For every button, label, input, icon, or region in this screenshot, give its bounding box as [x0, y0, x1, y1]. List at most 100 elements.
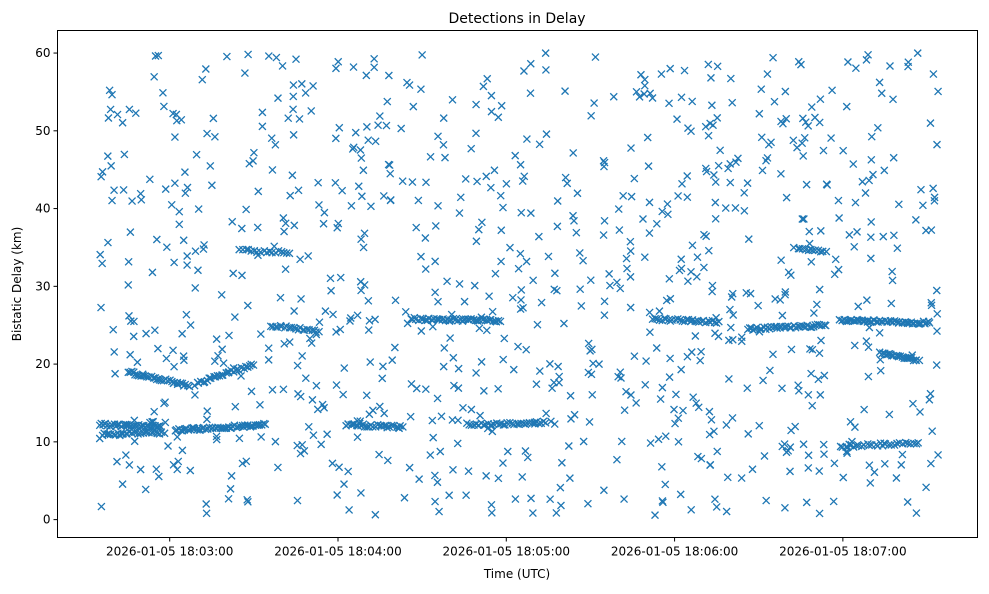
data-point	[254, 251, 262, 260]
data-point	[212, 435, 221, 444]
data-point	[934, 450, 943, 459]
data-point	[929, 184, 938, 193]
data-point	[655, 307, 664, 316]
data-point	[829, 497, 838, 506]
data-point	[763, 70, 772, 78]
data-point	[441, 153, 449, 162]
data-point	[106, 105, 115, 114]
data-point	[485, 292, 494, 301]
data-point	[561, 87, 570, 96]
data-point	[347, 201, 356, 210]
data-point	[928, 427, 937, 436]
data-point	[192, 150, 201, 159]
data-point	[867, 155, 876, 164]
data-point	[125, 105, 134, 114]
data-point	[349, 63, 358, 71]
data-point	[152, 235, 161, 244]
data-point	[579, 256, 588, 265]
x-axis: 2026-01-05 18:03:00 2026-01-05 18:04:00 20…	[106, 537, 907, 559]
data-point	[815, 467, 824, 476]
data-point	[167, 200, 176, 209]
data-point	[391, 296, 400, 305]
data-point	[808, 246, 817, 255]
data-point	[115, 431, 124, 440]
data-point	[219, 359, 228, 368]
data-point	[487, 500, 496, 509]
data-point	[777, 256, 786, 265]
data-point	[462, 491, 471, 500]
data-point	[716, 146, 725, 155]
data-point	[759, 376, 768, 385]
data-point	[642, 357, 651, 366]
data-point	[671, 419, 680, 428]
data-point	[331, 134, 340, 143]
data-point	[454, 384, 463, 393]
data-point	[362, 71, 371, 80]
data-point	[202, 509, 211, 518]
data-point	[688, 241, 697, 250]
data-point	[514, 342, 522, 351]
data-point	[416, 85, 425, 94]
data-point	[401, 307, 410, 316]
data-point	[789, 136, 798, 145]
data-point	[532, 380, 541, 389]
data-point	[152, 375, 161, 384]
data-point	[487, 508, 496, 517]
data-point	[626, 247, 635, 256]
data-point	[365, 316, 374, 325]
data-point	[674, 414, 683, 423]
data-point	[737, 474, 746, 483]
data-point	[473, 177, 482, 186]
data-point	[927, 298, 936, 307]
data-point	[755, 109, 764, 118]
data-point	[327, 286, 336, 295]
data-point	[289, 130, 298, 139]
data-point	[655, 316, 664, 325]
data-point	[780, 440, 789, 449]
data-point	[804, 451, 813, 460]
data-point	[320, 208, 329, 217]
data-point	[161, 398, 170, 407]
data-point	[253, 223, 262, 232]
data-point	[550, 269, 559, 278]
data-point	[278, 61, 287, 70]
data-point	[640, 253, 649, 262]
data-point	[483, 74, 492, 83]
data-point	[878, 441, 887, 450]
data-point	[636, 70, 645, 79]
data-point	[184, 426, 193, 434]
data-point	[609, 92, 618, 101]
data-point	[657, 70, 666, 78]
data-point	[579, 437, 588, 446]
chart-title: Detections in Delay	[448, 11, 585, 27]
data-point	[162, 354, 171, 363]
data-point	[398, 177, 407, 186]
data-point	[428, 322, 437, 331]
data-point	[421, 234, 430, 242]
data-point	[605, 281, 614, 290]
data-point	[409, 102, 418, 111]
data-point	[808, 345, 817, 354]
data-point	[911, 215, 920, 224]
data-point	[242, 245, 251, 254]
data-point	[206, 161, 215, 170]
data-point	[357, 235, 366, 244]
data-point	[175, 220, 184, 229]
data-point	[437, 412, 446, 421]
data-point	[778, 311, 787, 320]
data-point	[257, 432, 266, 441]
data-point	[657, 462, 666, 471]
data-point	[181, 380, 190, 389]
data-point	[194, 266, 202, 275]
data-point	[222, 368, 231, 377]
data-point	[371, 315, 380, 324]
data-point	[103, 430, 112, 439]
data-point	[693, 253, 702, 262]
data-point	[417, 252, 425, 261]
data-point	[180, 168, 189, 177]
data-point	[846, 417, 855, 426]
data-point	[714, 161, 723, 170]
data-point	[220, 424, 229, 433]
data-point	[587, 370, 596, 379]
